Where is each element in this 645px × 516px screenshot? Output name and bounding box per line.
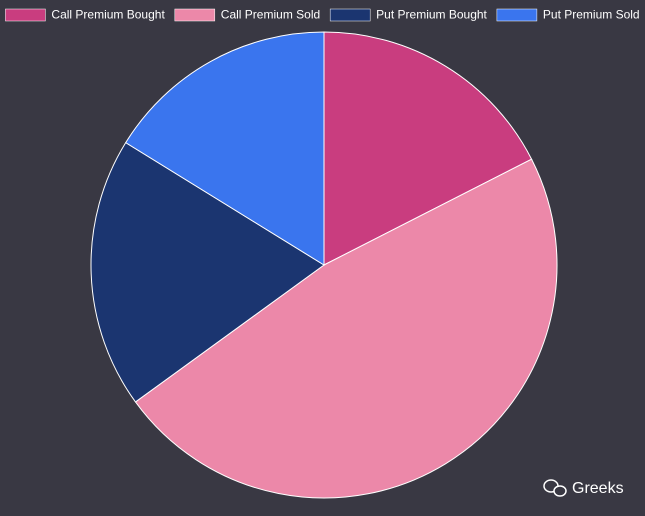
legend-label: Put Premium Sold [543, 8, 640, 22]
pie [90, 31, 558, 499]
legend-swatch [5, 8, 46, 22]
pie-slice [90, 141, 325, 403]
legend-swatch [174, 8, 216, 22]
legend-swatch [496, 8, 538, 22]
watermark: Greeks [543, 479, 624, 497]
legend-label: Put Premium Bought [376, 8, 487, 22]
legend-label: Call Premium Bought [51, 8, 165, 22]
wechat-icon [553, 485, 567, 497]
pie-slice [125, 31, 325, 266]
pie-slice [323, 31, 533, 266]
legend-swatch [329, 8, 371, 22]
legend: Call Premium Bought Call Premium Sold Put … [5, 8, 640, 22]
pie-slice [134, 158, 558, 499]
watermark-text: Greeks [572, 480, 624, 497]
legend-label: Call Premium Sold [221, 8, 320, 22]
